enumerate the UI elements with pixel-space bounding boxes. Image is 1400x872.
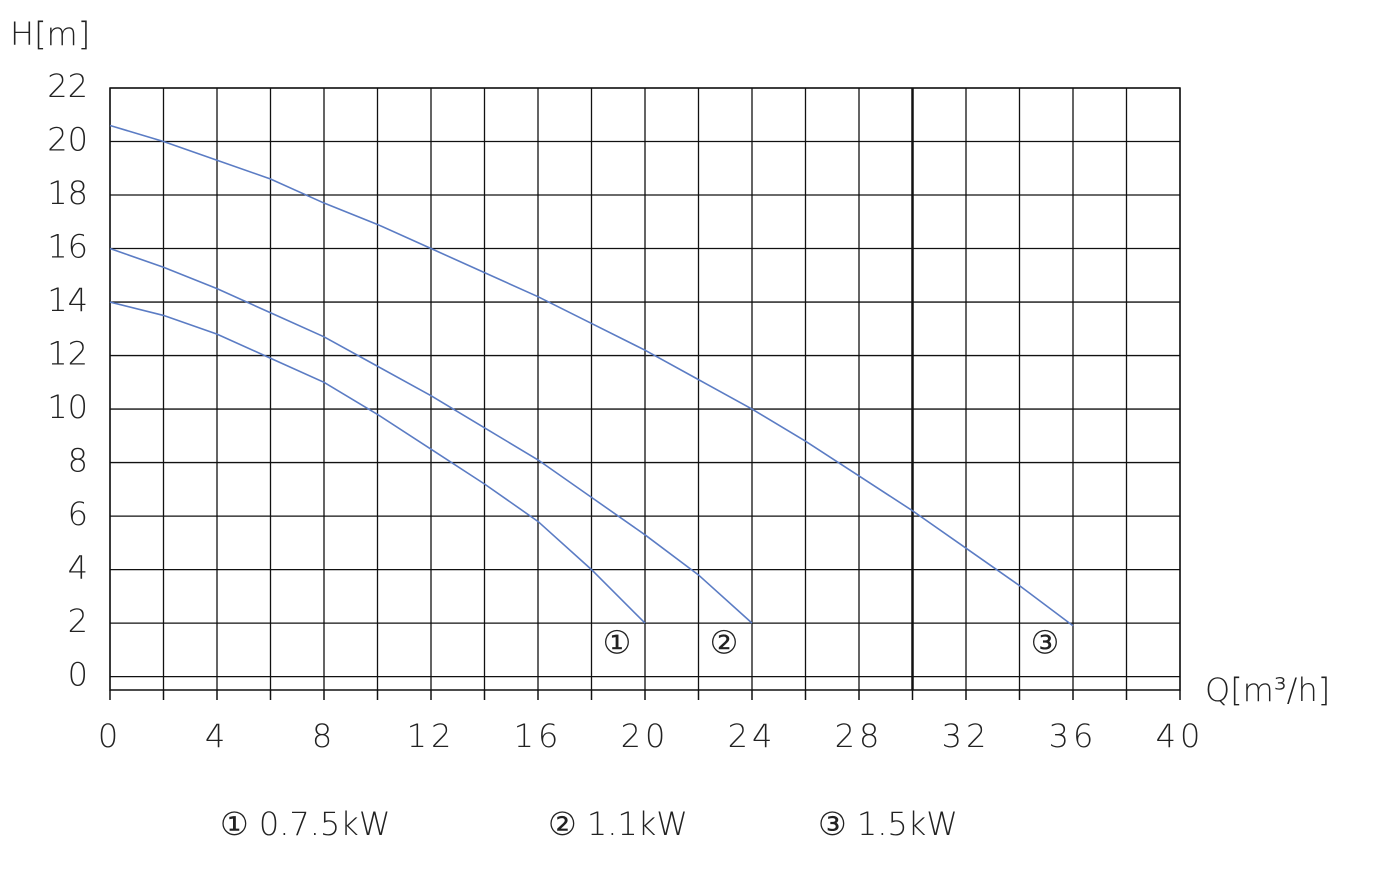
y-tick-label: 18 — [47, 174, 88, 212]
x-tick-label: 40 — [1156, 717, 1205, 755]
x-tick-label: 24 — [728, 717, 777, 755]
curve — [109, 124, 1074, 627]
y-tick-label: 8 — [68, 442, 88, 480]
x-tick-label: 36 — [1049, 717, 1098, 755]
x-tick-label: 4 — [205, 717, 229, 755]
curve-label: ② — [710, 624, 739, 662]
y-tick-label: 2 — [68, 602, 88, 640]
y-tick-label: 12 — [47, 335, 88, 373]
y-tick-label: 0 — [68, 656, 88, 694]
curve — [109, 301, 646, 624]
y-tick-label: 6 — [68, 495, 88, 533]
curve-label: ③ — [1031, 624, 1060, 662]
x-tick-label: 0 — [98, 717, 122, 755]
legend-entry: ② 1.1kW — [548, 805, 688, 843]
y-axis-label: H[m] — [10, 15, 90, 53]
y-tick-label: 10 — [47, 388, 88, 426]
y-tick-label: 16 — [47, 228, 88, 266]
y-tick-label: 4 — [68, 549, 88, 587]
x-tick-label: 32 — [942, 717, 991, 755]
y-tick-label: 20 — [47, 121, 88, 159]
x-tick-label: 16 — [514, 717, 563, 755]
curve — [109, 247, 753, 624]
y-tick-label: 14 — [47, 281, 88, 319]
legend-entry: ① 0.7.5kW — [220, 805, 390, 843]
x-tick-label: 20 — [621, 717, 670, 755]
legend-entry: ③ 1.5kW — [818, 805, 958, 843]
curve-label: ① — [603, 624, 632, 662]
y-tick-label: 22 — [47, 67, 88, 105]
x-axis-label: Q[m³/h] — [1205, 671, 1330, 709]
x-tick-label: 8 — [312, 717, 336, 755]
x-tick-label: 12 — [407, 717, 456, 755]
x-tick-label: 28 — [835, 717, 884, 755]
